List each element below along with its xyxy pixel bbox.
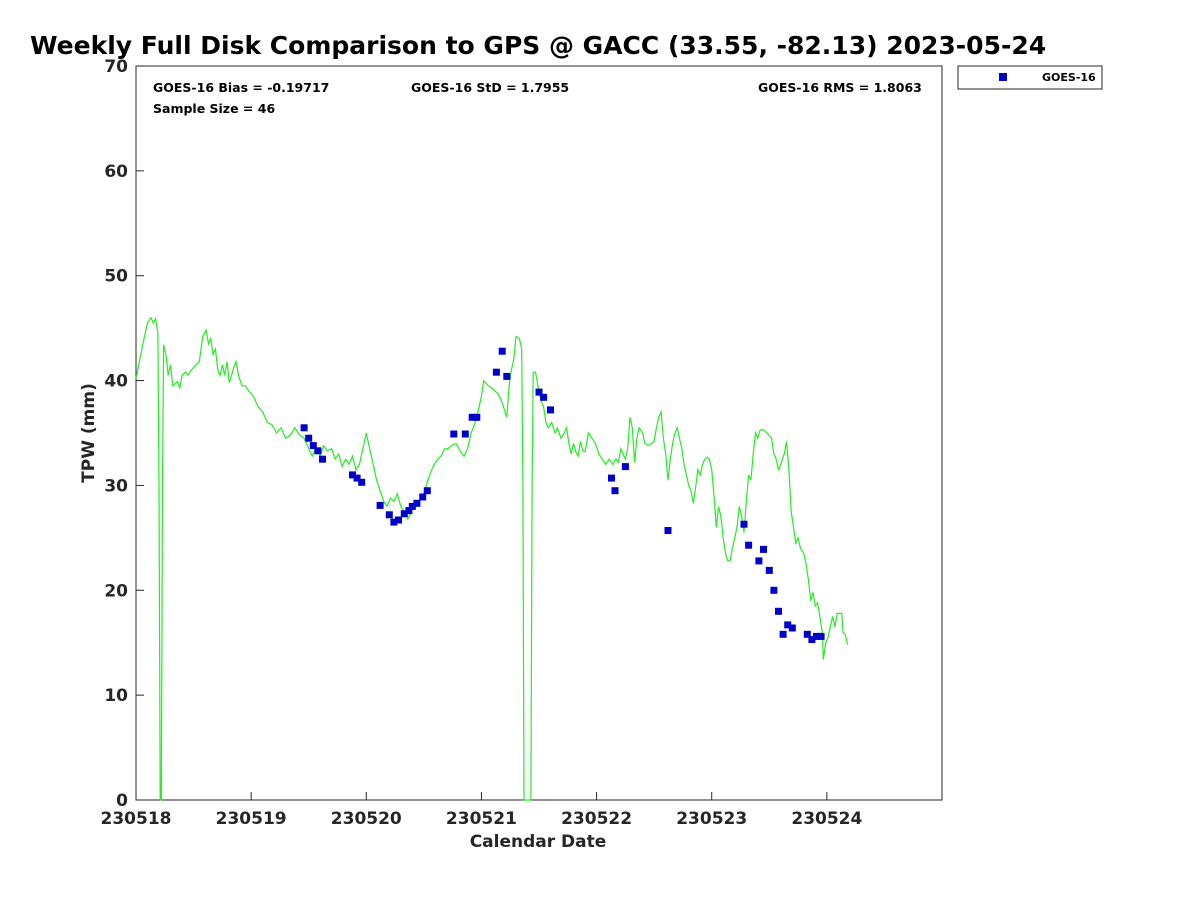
y-axis-label: TPW (mm) [79, 383, 99, 483]
goes16-point [540, 393, 548, 401]
goes16-point [779, 630, 787, 638]
x-tick-label: 230524 [791, 809, 862, 829]
legend: GOES-16 [957, 65, 1103, 90]
goes16-point [503, 372, 511, 380]
goes16-point [385, 511, 393, 519]
y-axis: 0 10 20 30 40 50 60 70 [104, 57, 144, 811]
y-tick-label: 60 [104, 162, 128, 182]
goes16-point [413, 499, 421, 507]
x-axis: 230518 230519 230520 230521 230522 230523 2305… [101, 792, 863, 829]
plot-area [135, 65, 943, 801]
y-tick-label: 0 [116, 791, 128, 811]
goes16-point [305, 434, 313, 442]
goes16-point [535, 388, 543, 396]
goes16-point [498, 347, 506, 355]
goes16-point [740, 520, 748, 528]
std-stat: GOES-16 StD = 1.7955 [411, 80, 569, 95]
goes16-point [395, 516, 402, 524]
x-tick-label: 230519 [216, 809, 287, 829]
chart-title: Weekly Full Disk Comparison to GPS @ GAC… [30, 31, 1046, 60]
goes16-point [664, 527, 672, 534]
y-tick-label: 10 [104, 686, 128, 706]
legend-box [957, 65, 1103, 90]
goes16-point [314, 447, 322, 455]
goes16-point [353, 474, 361, 482]
goes16-point [547, 406, 554, 414]
rms-stat: GOES-16 RMS = 1.8063 [758, 80, 922, 95]
y-tick-label: 30 [104, 476, 128, 496]
goes16-point [423, 487, 431, 495]
x-axis-label: Calendar Date [470, 832, 607, 852]
x-tick-label: 230520 [331, 809, 402, 829]
goes16-point [621, 463, 629, 471]
y-tick-label: 20 [104, 581, 128, 601]
goes16-point [492, 368, 500, 376]
x-tick-label: 230522 [561, 809, 632, 829]
goes16-point [784, 621, 792, 629]
goes16-point [450, 430, 458, 438]
legend-marker [999, 73, 1007, 81]
sample-size-stat: Sample Size = 46 [153, 101, 275, 116]
x-tick-label: 230521 [446, 809, 517, 829]
goes16-series [300, 347, 825, 644]
y-tick-label: 70 [104, 57, 128, 77]
goes16-point [468, 413, 476, 421]
bias-stat: GOES-16 Bias = -0.19717 [153, 80, 329, 95]
goes16-point [390, 518, 398, 526]
gps-line [135, 316, 849, 801]
goes16-point [473, 413, 481, 421]
y-tick-label: 50 [104, 267, 128, 287]
goes16-point [755, 557, 763, 565]
legend-label: GOES-16 [1042, 71, 1096, 84]
goes16-point [300, 424, 308, 432]
goes16-point [400, 510, 408, 518]
goes16-point [760, 545, 767, 553]
goes16-point [745, 541, 753, 549]
goes16-point [803, 630, 811, 638]
goes16-point [775, 607, 782, 615]
goes16-point [319, 455, 326, 463]
goes16-point [419, 493, 427, 501]
goes16-point [408, 502, 416, 510]
goes16-point [808, 636, 816, 644]
x-tick-label: 230523 [676, 809, 747, 829]
plot-frame [135, 65, 943, 801]
goes16-point [611, 487, 619, 495]
goes16-point [405, 507, 413, 515]
goes16-point [608, 474, 615, 482]
goes16-point [461, 430, 469, 438]
goes16-point [770, 586, 778, 594]
goes16-point [309, 442, 317, 450]
goes16-point [813, 632, 820, 640]
goes16-point [376, 501, 384, 509]
goes16-point [817, 632, 825, 640]
goes16-point [765, 566, 773, 574]
goes16-point [358, 478, 366, 486]
gps-series [135, 316, 849, 801]
goes16-point [788, 624, 796, 632]
goes16-point [349, 471, 356, 479]
x-tick-label: 230518 [101, 809, 172, 829]
y-tick-label: 40 [104, 372, 128, 392]
